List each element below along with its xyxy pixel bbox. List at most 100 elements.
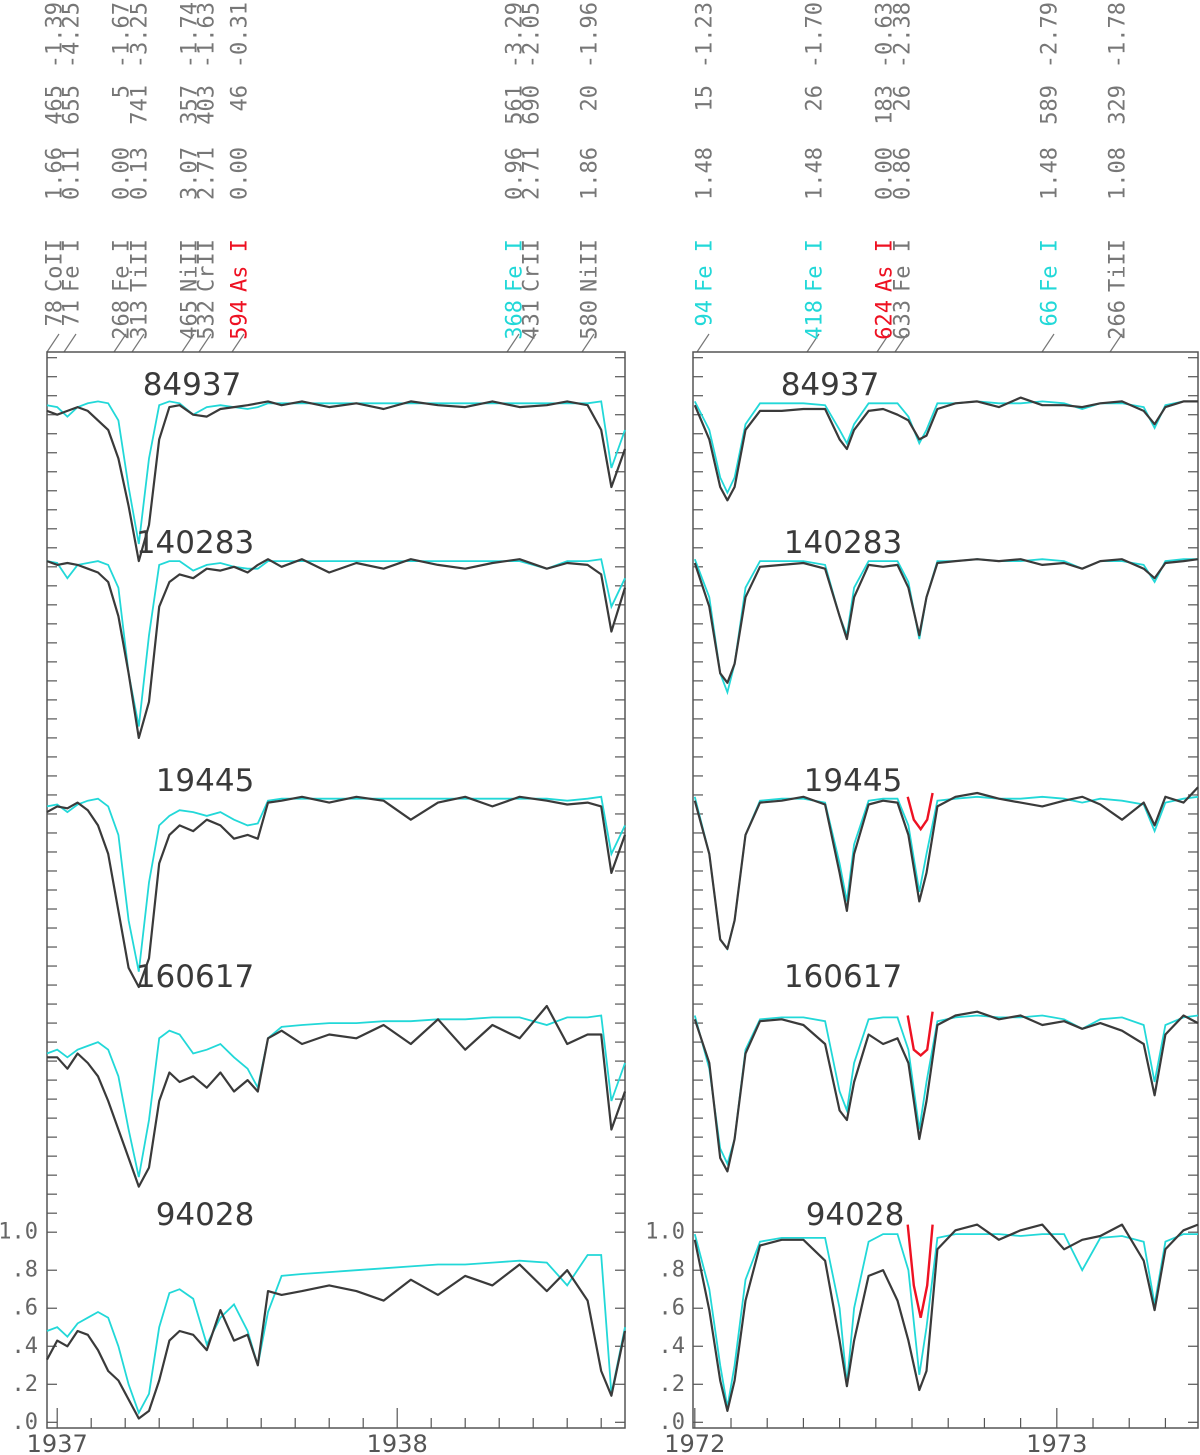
id-connector: [198, 333, 212, 353]
star-label: 140283: [136, 525, 254, 561]
line-strength: 741: [128, 85, 153, 125]
line-excitation: 0.13: [128, 147, 153, 200]
y-tick-label: 1.0: [645, 1220, 685, 1245]
line-strength: 15: [693, 85, 718, 112]
y-tick-label: .8: [659, 1258, 686, 1283]
line-strength: 5: [110, 85, 135, 98]
id-connector: [1109, 333, 1123, 353]
line-species: TiII: [1106, 239, 1131, 292]
id-connector: [506, 333, 520, 353]
line-wavelength: 78: [43, 300, 68, 327]
line-loggf: -1.74: [178, 2, 203, 68]
x-tick-label: 1973: [1026, 1430, 1087, 1455]
line-excitation: 0.00: [110, 147, 135, 200]
line-species: Fe I: [693, 239, 718, 292]
observed-spectrum: [693, 1010, 1199, 1173]
observed-spectrum: [46, 558, 627, 739]
line-excitation: 3.07: [178, 147, 203, 200]
id-connector: [46, 333, 60, 353]
line-wavelength: 94: [693, 300, 718, 327]
line-excitation: 1.48: [1038, 147, 1063, 200]
observed-spectrum: [46, 795, 627, 989]
line-loggf: -1.39: [43, 2, 68, 68]
id-connector: [63, 333, 77, 353]
id-connector: [876, 333, 890, 353]
id-connector: [806, 333, 820, 353]
line-wavelength: 418: [803, 300, 828, 340]
line-excitation: 1.08: [1106, 147, 1131, 200]
star-label: 19445: [156, 763, 255, 799]
line-species: Fe I: [1038, 239, 1063, 292]
observed-spectrum: [693, 396, 1198, 502]
id-connector: [131, 333, 145, 353]
id-connector: [1041, 333, 1055, 353]
star-label: 94028: [156, 1197, 255, 1233]
line-excitation: 1.48: [693, 147, 718, 200]
line-strength: 403: [195, 85, 220, 125]
line-strength: 183: [873, 85, 898, 125]
x-tick-label: 1938: [367, 1430, 428, 1455]
line-loggf: -3.25: [128, 2, 153, 68]
synthetic-spectrum: [46, 400, 626, 545]
y-tick-label: .0: [659, 1410, 686, 1435]
line-wavelength: 594: [228, 300, 253, 340]
line-wavelength: 71: [60, 300, 85, 327]
line-wavelength: 633: [891, 300, 916, 340]
line-species: Fe I: [891, 239, 916, 292]
line-excitation: 0.00: [228, 147, 253, 200]
as-spectrum: [906, 1011, 934, 1057]
y-tick-label: .4: [659, 1334, 686, 1359]
line-strength: 26: [803, 85, 828, 112]
plot-frame: [692, 351, 1199, 1429]
observed-spectrum: [47, 1004, 627, 1188]
as-spectrum: [906, 1224, 934, 1318]
as-spectrum: [906, 792, 934, 832]
line-loggf: -1.70: [803, 2, 828, 68]
x-tick-label: 1972: [664, 1430, 725, 1455]
star-label: 94028: [806, 1197, 905, 1233]
id-connector: [581, 333, 595, 353]
synthetic-spectrum: [693, 400, 1198, 495]
star-label: 160617: [784, 959, 902, 995]
line-loggf: -0.31: [228, 2, 253, 68]
observed-spectrum: [693, 1223, 1199, 1412]
line-species: CrII: [520, 239, 545, 292]
line-species: As I: [873, 239, 898, 292]
line-species: As I: [228, 239, 253, 292]
line-loggf: -3.29: [503, 2, 528, 68]
y-tick-label: .6: [12, 1296, 39, 1321]
line-loggf: -1.23: [693, 2, 718, 68]
synthetic-spectrum: [693, 1233, 1198, 1408]
line-excitation: 0.96: [503, 147, 528, 200]
line-species: Fe I: [60, 239, 85, 292]
line-wavelength: 368: [503, 300, 528, 340]
line-loggf: -1.63: [195, 2, 220, 68]
line-excitation: 1.86: [578, 147, 603, 200]
line-excitation: 0.86: [891, 147, 916, 200]
line-strength: 26: [891, 85, 916, 112]
id-connector: [231, 333, 245, 353]
id-connector: [696, 333, 710, 353]
line-strength: 46: [228, 85, 253, 112]
line-wavelength: 532: [195, 300, 220, 340]
observed-spectrum: [693, 786, 1199, 950]
line-species: Fe I: [110, 239, 135, 292]
line-excitation: 2.71: [195, 147, 220, 200]
y-tick-label: .4: [12, 1334, 39, 1359]
line-wavelength: 465: [178, 300, 203, 340]
line-loggf: -1.96: [578, 2, 603, 68]
line-species: CrII: [195, 239, 220, 292]
synthetic-spectrum: [46, 795, 626, 972]
star-label: 140283: [784, 525, 902, 561]
line-excitation: 2.71: [520, 147, 545, 200]
id-connector: [894, 333, 908, 353]
line-wavelength: 66: [1038, 300, 1063, 327]
y-tick-label: .8: [12, 1258, 39, 1283]
line-species: CoII: [43, 239, 68, 292]
observed-spectrum: [46, 400, 627, 563]
line-loggf: -2.38: [891, 2, 916, 68]
star-label: 84937: [143, 367, 242, 403]
star-label: 84937: [781, 367, 880, 403]
id-connector: [113, 333, 127, 353]
